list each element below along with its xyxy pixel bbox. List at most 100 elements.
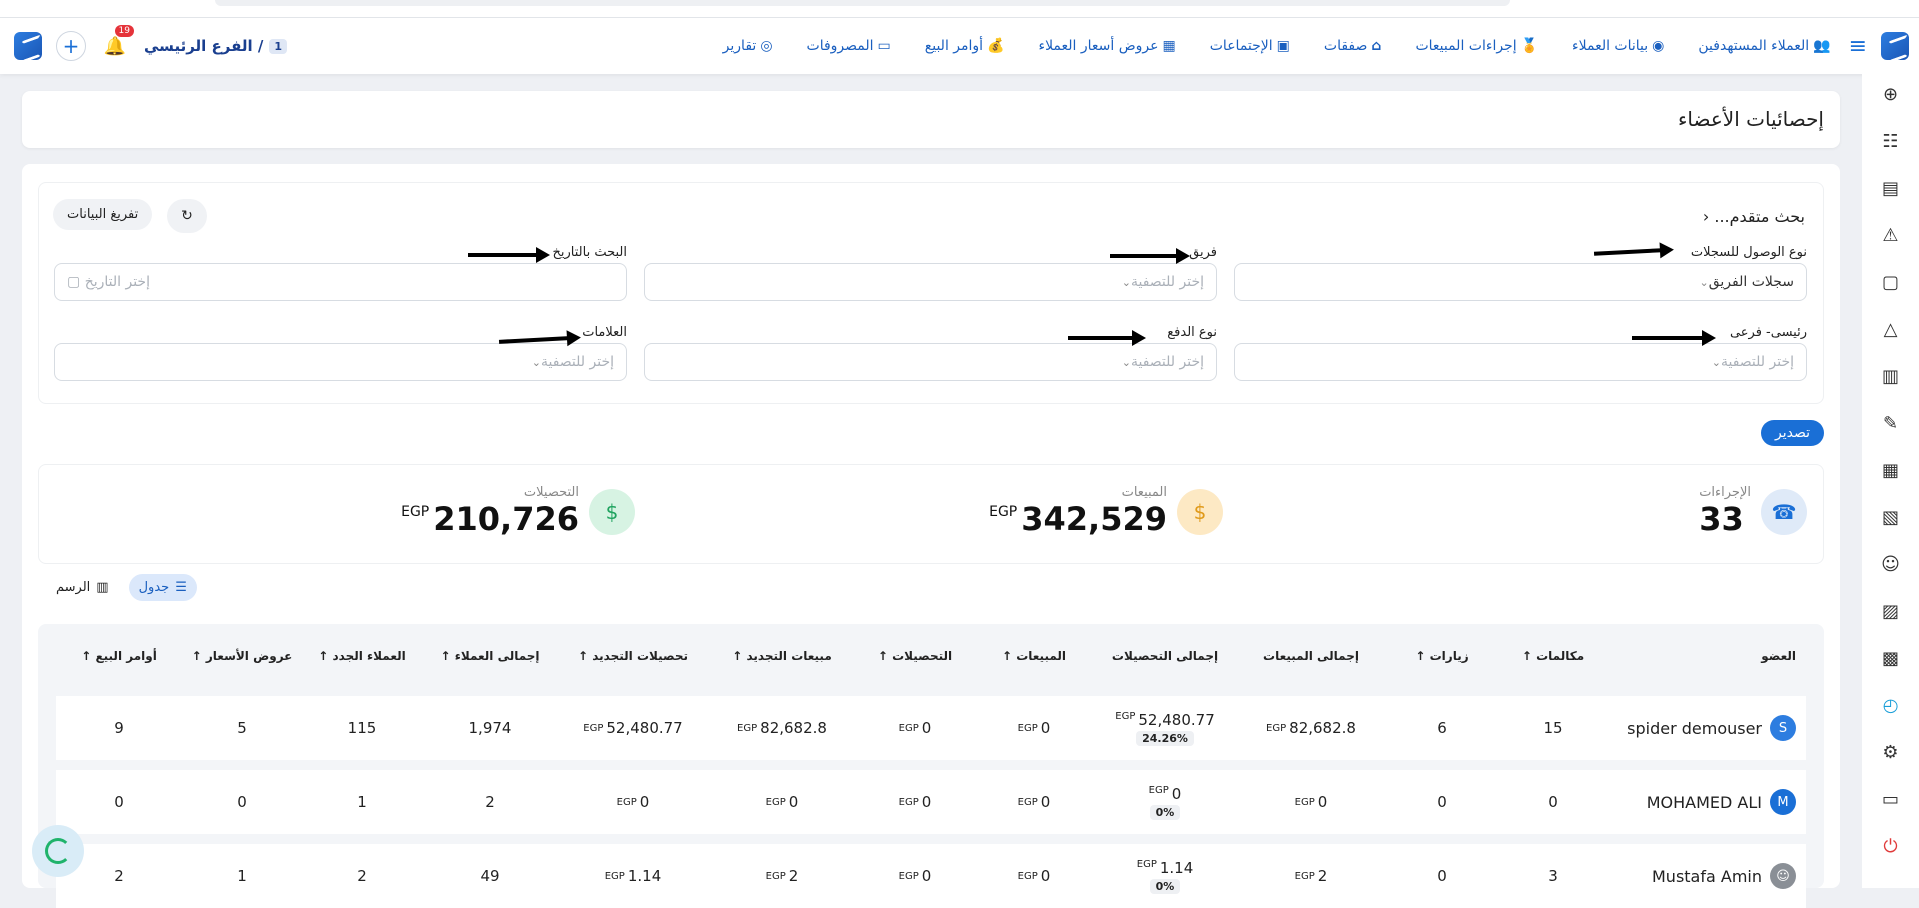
header-renew-collections[interactable]: تحصيلات التجديد ↑ [578, 649, 688, 663]
statistics-icon[interactable]: ◴ [1882, 695, 1899, 716]
nav-quotes[interactable]: ▦ عروض أسعار العملاء [1038, 38, 1176, 54]
warning-icon[interactable]: ⚠ [1882, 225, 1899, 246]
payment-type-select[interactable]: إختر للتصفية ⌄ [644, 343, 1217, 381]
address-bar [215, 0, 1510, 6]
members-table: العضو مكالمات ↑ زيارات ↑ إجمالى المبيعات… [38, 624, 1824, 908]
users-icon: 👥 [1813, 38, 1831, 54]
mountain-icon[interactable]: △ [1883, 319, 1898, 340]
org-icon: ⌂ [1371, 38, 1382, 54]
stat-collections: $ التحصيلات EGP 210,726 [401, 485, 635, 538]
loading-spinner [32, 825, 84, 877]
nav-sales-actions[interactable]: 🏅 إجراءات المبيعات [1415, 38, 1539, 54]
nav-reports[interactable]: ◎ تقارير [722, 38, 773, 54]
header-total-clients[interactable]: إجمالى العملاء ↑ [440, 649, 540, 663]
video-icon[interactable]: ▢ [1881, 272, 1899, 293]
branch-number: 1 [269, 38, 288, 54]
invoice-icon[interactable]: ▥ [1881, 366, 1899, 387]
spinner-icon [45, 838, 71, 864]
chart-view-button[interactable]: الرسم ▥ [56, 580, 109, 595]
advanced-search: بحث متقدم... ‹ تفريغ البيانات ↻ نوع الوص… [38, 182, 1824, 404]
menu-icon[interactable]: ≡ [1848, 33, 1867, 59]
page-title: إحصائيات الأعضاء [1678, 107, 1824, 131]
gear-icon[interactable]: ⚙ [1882, 742, 1899, 763]
main-card: بحث متقدم... ‹ تفريغ البيانات ↻ نوع الوص… [22, 164, 1840, 908]
header-new-clients[interactable]: العملاء الجدد ↑ [318, 649, 406, 663]
delivery-icon[interactable]: ▧ [1881, 507, 1899, 528]
stat-sales: $ المبيعات EGP 342,529 [989, 485, 1223, 538]
chevron-down-icon: ⌄ [531, 355, 541, 369]
view-toggle: الرسم ▥ جدول ☰ [46, 574, 197, 601]
doc-add-icon[interactable]: ▨ [1881, 601, 1899, 622]
medal-icon: 🏅 [1520, 38, 1539, 54]
header-total-collections[interactable]: إجمالى التحصيلات [1111, 649, 1219, 663]
screen-icon[interactable]: ▭ [1881, 789, 1899, 810]
sign-icon[interactable]: ✎ [1882, 413, 1899, 434]
chevron-left-icon: ‹ [1702, 207, 1710, 226]
access-type-select[interactable]: سجلات الفريق ⌄ [1234, 263, 1807, 301]
print-icon[interactable]: ▦ [1881, 460, 1899, 481]
table-row[interactable]: M MOHAMED ALI 0 0 EGP 0 EGP 0 0% EGP 0 EGP 0 E… [56, 770, 1806, 834]
nav-expenses[interactable]: ▭ المصروفات [806, 38, 891, 54]
annotation-arrow [1068, 330, 1146, 346]
page-header: إحصائيات الأعضاء [22, 91, 1840, 148]
app-logo[interactable] [1881, 32, 1909, 60]
doc-link-icon[interactable]: ▩ [1881, 648, 1899, 669]
header-renew-sales[interactable]: مبيعات التجديد ↑ [732, 649, 832, 663]
header-orders[interactable]: أوامر البيع ↑ [81, 649, 157, 663]
browser-strip [0, 0, 1919, 18]
chevron-down-icon: ⌄ [1699, 275, 1709, 289]
nav-deals[interactable]: ⌂ صفقات [1323, 38, 1382, 54]
header-calls[interactable]: مكالمات ↑ [1521, 649, 1585, 663]
calculator-icon: ▦ [1162, 38, 1176, 54]
header-sales[interactable]: المبيعات ↑ [1001, 649, 1067, 663]
tags-select[interactable]: إختر للتصفية ⌄ [54, 343, 627, 381]
topbar-actions: + 🔔 19 الفرع الرئيسي /1 [14, 18, 288, 74]
header-visits[interactable]: زيارات ↑ [1415, 649, 1469, 663]
nav-client-data[interactable]: ◉ بيانات العملاء [1572, 38, 1665, 54]
table-row[interactable]: ☺ Mustafa Amin 3 0 EGP 2 EGP 1.14 0% EGP 0 EG… [56, 844, 1806, 908]
table-view-button[interactable]: جدول ☰ [128, 574, 197, 601]
calendar-icon: ▢ [67, 274, 81, 290]
branch-selector[interactable]: الفرع الرئيسي /1 [144, 37, 288, 55]
main-sub-select[interactable]: إختر للتصفية ⌄ [1234, 343, 1807, 381]
sales-icon: $ [1177, 488, 1223, 535]
top-navbar: ≡ 👥 العملاء المستهدفين ◉ بيانات العملاء 🏅 إ… [0, 18, 1919, 74]
chevron-down-icon: ⌄ [1711, 355, 1721, 369]
board-icon: ▣ [1276, 38, 1290, 54]
user-settings-icon[interactable]: ☺ [1881, 554, 1900, 575]
cash-icon[interactable]: ▤ [1881, 178, 1899, 199]
advanced-search-toggle[interactable]: بحث متقدم... ‹ [1702, 207, 1805, 226]
bell-icon[interactable]: 🔔 19 [100, 25, 134, 61]
laptop-icon: ▭ [877, 38, 891, 54]
export-button[interactable]: تصدير [1760, 420, 1824, 446]
nav-sales-orders[interactable]: 💰 أوامر البيع [924, 38, 1005, 54]
nav-meetings[interactable]: ▣ الإجتماعات [1209, 38, 1290, 54]
header-collections[interactable]: التحصيلات ↑ [877, 649, 953, 663]
avatar: M [1770, 789, 1796, 815]
clear-data-button[interactable]: تفريغ البيانات [53, 199, 153, 230]
annotation-arrow [468, 247, 550, 263]
money-bag-icon: 💰 [987, 38, 1005, 54]
phone-icon: ☎ [1761, 488, 1807, 535]
header-total-sales[interactable]: إجمالى المبيعات [1263, 649, 1359, 663]
refresh-icon[interactable]: ↻ [167, 199, 207, 233]
avatar: ☺ [1770, 863, 1796, 889]
date-input[interactable]: ▢ إختر التاريخ [54, 263, 627, 301]
add-record-icon[interactable]: ⊕ [1882, 84, 1899, 105]
secondary-logo[interactable] [14, 32, 42, 60]
annotation-arrow [1110, 248, 1190, 264]
annotation-arrow [1593, 248, 1663, 256]
notification-badge: 19 [114, 25, 134, 37]
power-icon[interactable]: ⏻ [1883, 836, 1898, 857]
add-icon[interactable]: + [56, 31, 86, 61]
team-icon[interactable]: ☷ [1882, 131, 1899, 152]
main-nav: 👥 العملاء المستهدفين ◉ بيانات العملاء 🏅 إجر… [723, 38, 1831, 54]
header-quotes[interactable]: عروض الأسعار ↑ [191, 649, 293, 663]
header-member[interactable]: العضو [1761, 649, 1796, 663]
right-sidebar: ⊕ ☷ ▤ ⚠ ▢ △ ▥ ✎ ▦ ▧ ☺ ▨ ▩ ◴ ⚙ ▭ ⏻ [1862, 74, 1919, 888]
bar-chart-icon: ▥ [96, 580, 109, 595]
table-header: العضو مكالمات ↑ زيارات ↑ إجمالى المبيعات… [56, 632, 1806, 680]
team-select[interactable]: إختر للتصفية ⌄ [644, 263, 1217, 301]
nav-targeted-clients[interactable]: 👥 العملاء المستهدفين [1698, 38, 1831, 54]
